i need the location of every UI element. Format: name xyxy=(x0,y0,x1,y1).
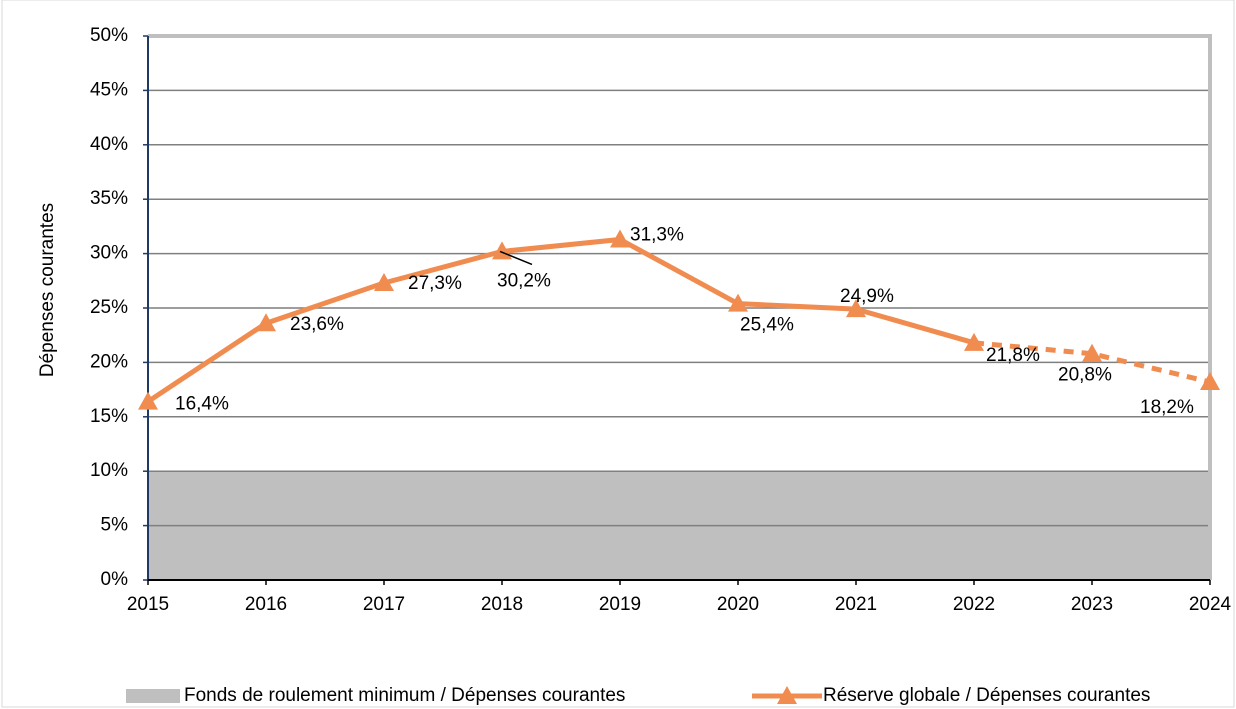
y-tick-label: 45% xyxy=(90,79,128,100)
x-tick-label: 2021 xyxy=(835,594,877,615)
marker xyxy=(256,313,276,332)
data-label: 30,2% xyxy=(497,270,551,291)
legend-label: Réserve globale / Dépenses courantes xyxy=(823,685,1150,706)
x-tick-label: 2020 xyxy=(717,594,759,615)
y-tick-label: 20% xyxy=(90,351,128,372)
legend-swatch xyxy=(126,689,180,703)
data-label: 18,2% xyxy=(1140,397,1194,418)
marker xyxy=(374,272,394,291)
y-tick-label: 50% xyxy=(90,25,128,46)
marker xyxy=(610,229,630,248)
marker xyxy=(728,293,748,312)
line xyxy=(973,340,1211,385)
x-tick-label: 2016 xyxy=(245,594,287,615)
x-tick-label: 2023 xyxy=(1071,594,1113,615)
marker xyxy=(1200,371,1220,390)
marker xyxy=(964,332,984,351)
data-label: 21,8% xyxy=(986,345,1040,366)
legend-label: Fonds de roulement minimum / Dépenses co… xyxy=(184,685,625,706)
y-tick-label: 5% xyxy=(101,515,129,536)
y-tick-label: 25% xyxy=(90,297,128,318)
marker xyxy=(1082,343,1102,362)
plot-border xyxy=(148,34,1212,580)
data-label: 24,9% xyxy=(840,286,894,307)
x-tick-label: 2022 xyxy=(953,594,995,615)
y-tick-label: 10% xyxy=(90,460,128,481)
x-tick-label: 2019 xyxy=(599,594,641,615)
x-tick-label: 2015 xyxy=(127,594,169,615)
line xyxy=(146,236,975,404)
y-tick-label: 40% xyxy=(90,134,128,155)
y-tick-label: 35% xyxy=(90,188,128,209)
marker xyxy=(138,391,158,410)
y-tick-label: 15% xyxy=(90,406,128,427)
x-tick-label: 2017 xyxy=(363,594,405,615)
data-label: 20,8% xyxy=(1058,365,1112,386)
data-label: 25,4% xyxy=(740,315,794,336)
marker xyxy=(846,299,866,318)
y-axis-label: Dépenses courantes xyxy=(37,203,58,377)
leader-line xyxy=(499,250,533,266)
y-tick-label: 30% xyxy=(90,243,128,264)
data-label: 16,4% xyxy=(175,394,229,415)
x-tick-label: 2024 xyxy=(1189,594,1232,615)
data-label: 23,6% xyxy=(290,314,344,335)
x-tick-label: 2018 xyxy=(481,594,523,615)
data-label: 31,3% xyxy=(630,224,684,245)
y-tick-label: 0% xyxy=(101,569,129,590)
legend-marker xyxy=(777,686,797,704)
data-label: 27,3% xyxy=(408,273,462,294)
